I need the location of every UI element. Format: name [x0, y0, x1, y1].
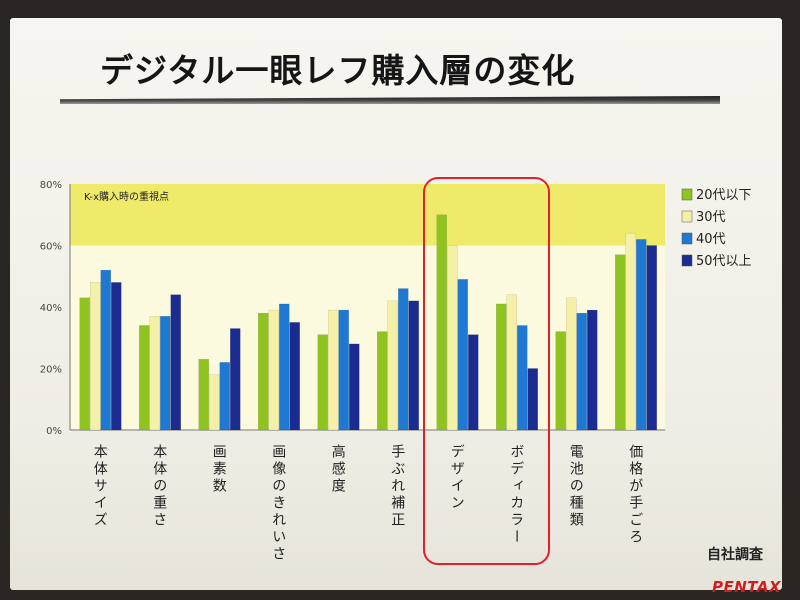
legend-label: 50代以上	[696, 254, 752, 269]
legend-swatch	[681, 210, 693, 223]
x-tick-label: ボディカラー	[508, 444, 524, 546]
bar	[408, 300, 419, 431]
x-tick-label: 高感度	[330, 443, 346, 495]
bar	[170, 294, 181, 431]
bar	[79, 297, 90, 431]
y-tick-label: 60%	[40, 242, 62, 253]
bar	[576, 312, 587, 431]
bar	[139, 325, 150, 431]
bar	[149, 315, 160, 431]
y-tick-label: 20%	[40, 365, 62, 376]
bar	[587, 309, 598, 431]
bar	[100, 269, 111, 431]
legend-swatch	[681, 254, 693, 267]
x-tick-label: 画像のきれいさ	[270, 444, 286, 563]
bar	[279, 303, 290, 431]
bar	[457, 279, 468, 431]
source-note: 自社調査	[707, 547, 763, 563]
bar	[317, 334, 328, 431]
bar	[527, 368, 538, 431]
bar	[258, 312, 269, 431]
bar	[209, 374, 220, 431]
bar	[555, 331, 566, 431]
plot-area-upper	[70, 184, 665, 246]
bar	[198, 359, 209, 431]
x-tick-label: 本体サイズ	[92, 444, 108, 529]
legend-label: 40代	[696, 232, 726, 247]
bar	[517, 325, 528, 431]
bar	[468, 334, 479, 431]
y-tick-label: 0%	[46, 426, 62, 437]
bar	[625, 232, 636, 431]
bar	[289, 322, 300, 431]
bar	[447, 245, 458, 431]
bar	[230, 328, 241, 431]
x-tick-label: 画素数	[211, 444, 227, 495]
bar	[398, 288, 409, 431]
y-tick-label: 40%	[40, 303, 62, 314]
y-tick-label: 80%	[40, 180, 62, 191]
bar	[496, 303, 507, 431]
title-underline	[60, 96, 720, 104]
x-tick-label: デザイン	[449, 444, 465, 512]
bar	[338, 309, 349, 431]
legend-label: 20代以下	[696, 188, 752, 203]
legend-label: 30代	[696, 210, 726, 225]
bar	[377, 331, 388, 431]
bar	[160, 315, 171, 431]
bar	[646, 245, 657, 431]
x-tick-label: 本体の重さ	[151, 444, 167, 529]
bar	[615, 254, 626, 431]
bar	[436, 214, 447, 431]
bar	[90, 282, 101, 431]
x-tick-label: 電池の種類	[568, 444, 584, 529]
bar	[268, 309, 279, 431]
x-tick-label: 手ぶれ補正	[389, 444, 405, 529]
x-tick-label: 価格が手ごろ	[627, 444, 643, 546]
bar	[566, 297, 577, 431]
brand-logo: PENTAX	[712, 578, 782, 596]
legend-swatch	[681, 188, 693, 201]
bar	[636, 239, 647, 431]
bar	[219, 362, 230, 431]
bar	[349, 343, 360, 431]
chart-annotation: K-x購入時の重視点	[84, 190, 169, 203]
bar	[328, 309, 339, 431]
bar	[111, 282, 122, 431]
bar	[387, 300, 398, 431]
highlight-box	[423, 177, 550, 565]
bar	[506, 294, 517, 431]
legend-swatch	[681, 232, 693, 245]
slide-title: デジタル一眼レフ購入層の変化	[100, 51, 576, 90]
